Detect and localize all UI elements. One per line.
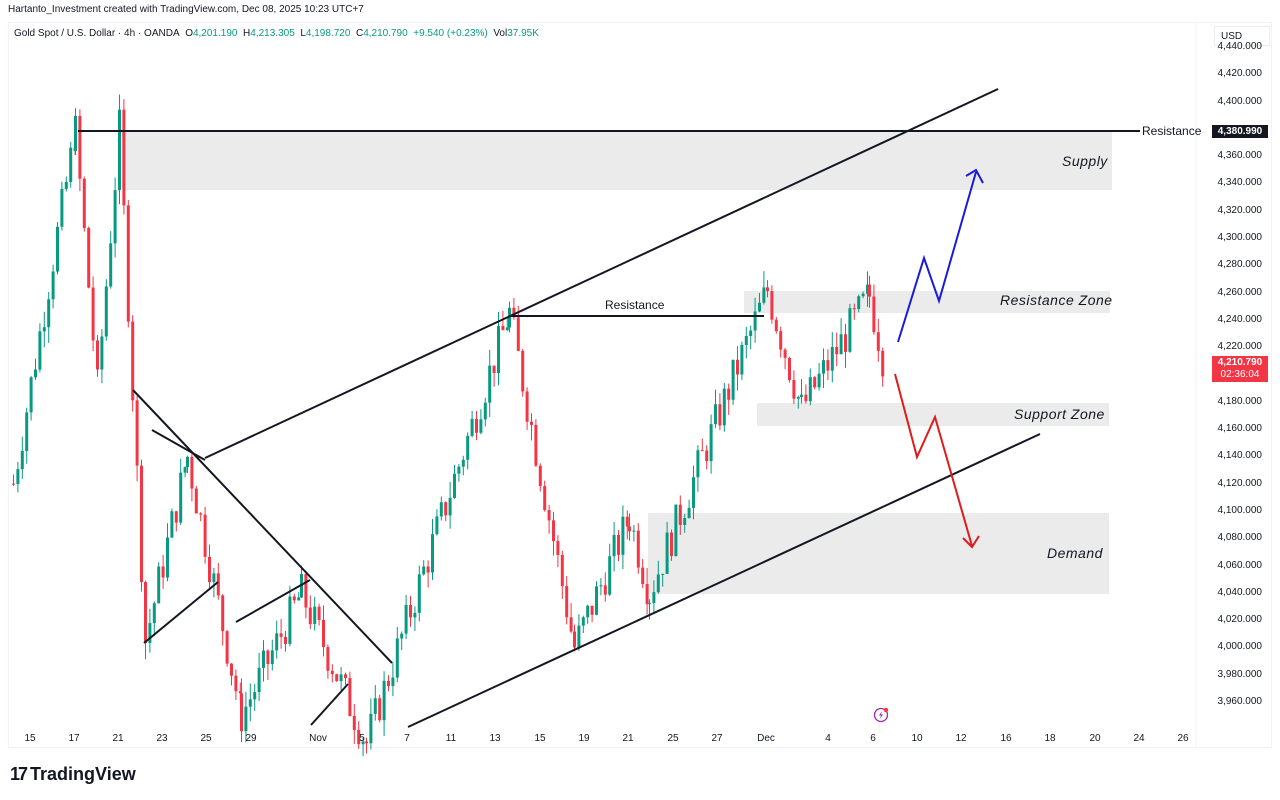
symbol-legend: Gold Spot / U.S. Dollar · 4h · OANDA O4,… [14,28,539,39]
rising-channel-upper [204,88,999,459]
close-value: 4,210.790 [363,28,408,39]
time-tick: 10 [911,733,923,744]
supply-zone [122,132,1112,190]
price-tick: 4,120.000 [1217,477,1263,489]
price-tick: 4,320.000 [1217,204,1263,216]
support-zone [757,403,1109,426]
symbol-name[interactable]: Gold Spot / U.S. Dollar · 4h · OANDA [14,28,180,39]
time-tick: 13 [489,733,501,744]
time-tick: Dec [757,733,775,744]
resistance-label-right: Resistance [1142,124,1202,138]
price-tick: 4,240.000 [1217,313,1263,325]
time-tick: 25 [200,733,212,744]
currency-selector[interactable]: USD [1214,26,1270,46]
chart-credit: Hartanto_Investment created with Trading… [8,4,364,15]
current-price-tag: 4,210.790 02:36:04 [1212,356,1268,382]
price-tick: 4,160.000 [1217,423,1263,435]
wedge-a-top [151,429,206,461]
price-tick: 4,440.000 [1217,41,1263,52]
support-zone-label: Support Zone [1014,406,1105,422]
price-tick: 4,220.000 [1217,341,1263,353]
time-tick: 15 [24,733,36,744]
time-tick: 15 [534,733,546,744]
rising-channel-lower [407,433,1041,728]
bar-countdown: 02:36:04 [1220,369,1260,380]
price-tick: 4,000.000 [1217,641,1263,653]
time-tick: 16 [1000,733,1012,744]
time-tick: 18 [1044,733,1056,744]
price-tick: 3,980.000 [1217,668,1263,680]
price-tick: 3,960.000 [1217,696,1263,707]
time-tick: 4 [825,733,831,744]
price-tick: 4,340.000 [1217,177,1263,189]
chart-frame [8,22,1272,748]
bearish-arrowhead [962,535,980,549]
open-value: 4,201.190 [192,28,238,39]
price-tick: 4,180.000 [1217,395,1263,407]
bearish-projection [894,373,973,547]
time-tick: 25 [667,733,679,744]
time-tick: 20 [1089,733,1101,744]
price-tick: 4,140.000 [1217,450,1263,462]
wedge-a-bottom [143,581,219,644]
resistance-zone-label: Resistance Zone [1000,292,1113,308]
time-tick: 7 [404,733,410,744]
falling-wedge-upper [132,389,393,664]
resistance-price-tag: 4,380.990 [1212,125,1268,138]
price-tick: 4,260.000 [1217,286,1263,298]
low-value: 4,198.720 [305,28,351,39]
tradingview-logo[interactable]: 17 TradingView [10,764,136,784]
time-tick: 5 [359,733,365,744]
supply-label: Supply [1062,153,1108,169]
price-tick: 4,420.000 [1217,68,1263,80]
time-tick: 27 [711,733,723,744]
change-value: +9.540 (+0.23%) [413,28,488,39]
price-tick: 4,280.000 [1217,259,1263,271]
demand-zone [648,513,1109,594]
bullish-projection [897,171,977,343]
candlesticks [12,94,885,757]
price-tick: 4,360.000 [1217,150,1263,162]
time-tick: 12 [955,733,967,744]
time-tick: 23 [156,733,168,744]
price-tick: 4,040.000 [1217,586,1263,598]
time-tick: 24 [1133,733,1145,744]
wedge-b [235,579,311,623]
high-value: 4,213.305 [250,28,295,39]
time-tick: 29 [245,733,257,744]
time-tick: 21 [112,733,124,744]
price-tick: 4,100.000 [1217,504,1263,516]
price-tick: 4,080.000 [1217,532,1263,544]
resistance-zone [744,291,1110,313]
time-tick: 11 [445,733,457,744]
tradingview-mark-icon: 17 [10,764,28,784]
volume-value: 37.95K [507,28,539,39]
time-tick: 6 [870,733,876,744]
price-tick: 4,020.000 [1217,614,1263,626]
wedge-c [310,683,349,726]
bullish-arrowhead [965,168,984,184]
time-tick: 21 [622,733,634,744]
demand-label: Demand [1047,545,1103,561]
time-tick: Nov [309,733,327,744]
resistance-label-mid: Resistance [605,298,665,312]
time-tick: 17 [68,733,80,744]
price-tick: 4,060.000 [1217,559,1263,571]
price-tick: 4,300.000 [1217,232,1263,244]
trendlines [78,88,1140,728]
price-tick: 4,400.000 [1217,95,1263,107]
lightning-alert-icon[interactable] [873,707,889,723]
time-tick: 26 [1177,733,1189,744]
time-tick: 19 [578,733,590,744]
